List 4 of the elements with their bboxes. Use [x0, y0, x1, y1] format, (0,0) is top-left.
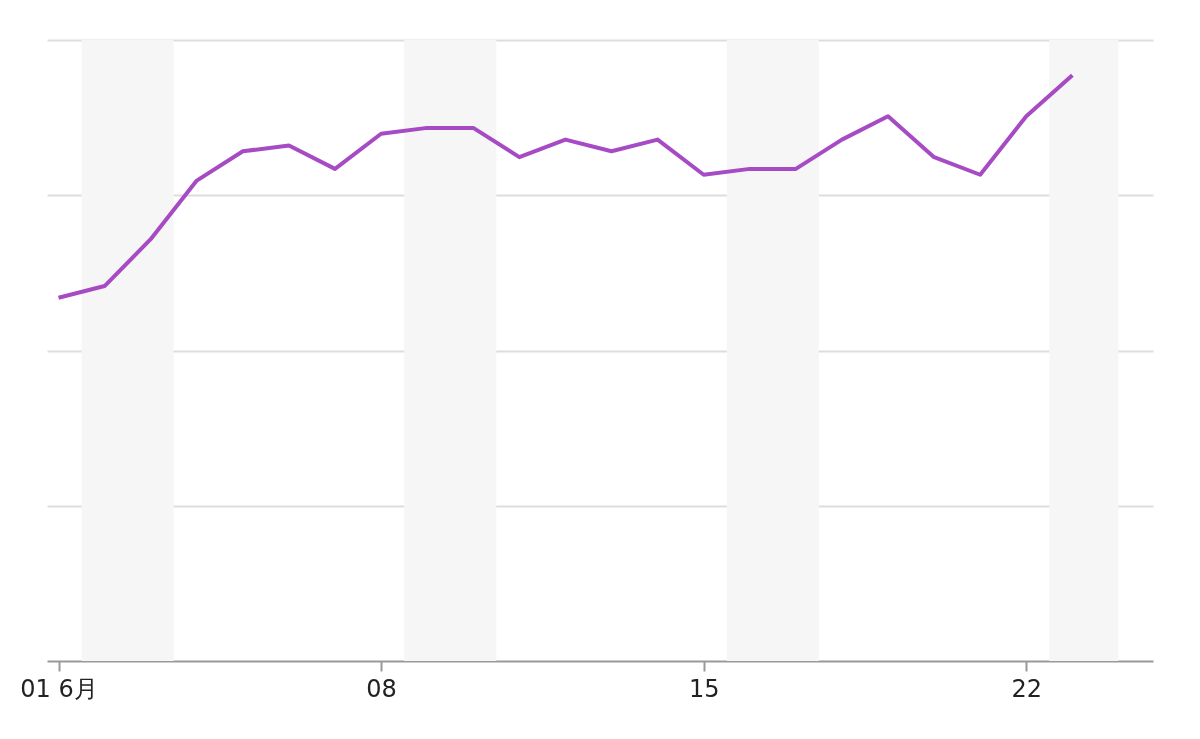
x-tick-label: 15	[688, 674, 720, 703]
x-tick-label: 01 6月	[20, 674, 98, 703]
x-tick-label: 22	[1011, 674, 1043, 703]
x-tick-label: 08	[366, 674, 397, 703]
